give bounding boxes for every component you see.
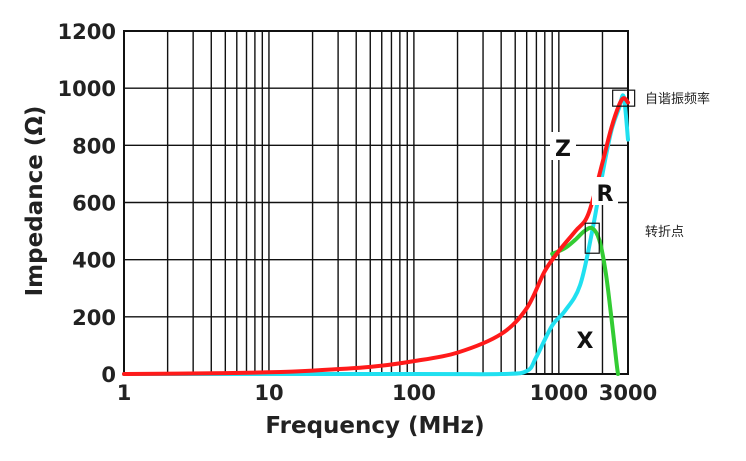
x-tick-label: 1 xyxy=(117,381,132,405)
annotation-box xyxy=(584,222,600,254)
y-tick-label: 0 xyxy=(101,363,116,387)
series-lines xyxy=(122,93,630,377)
y-tick-label: 800 xyxy=(72,134,116,158)
x-tick-label: 1000 xyxy=(530,381,588,405)
series-label-z: Z xyxy=(555,137,571,162)
series-labels: Z R X xyxy=(550,132,618,354)
x-tick-label: 3000 xyxy=(599,381,657,405)
series-label-bg xyxy=(572,324,598,352)
x-tick-label: 10 xyxy=(254,381,283,405)
series-line-z xyxy=(122,96,630,376)
series-label-bg xyxy=(550,132,576,160)
series-line-x xyxy=(550,225,620,376)
series-label-x: X xyxy=(577,329,594,354)
y-tick-label: 400 xyxy=(72,249,116,273)
series-label-bg xyxy=(592,177,618,205)
x-axis-label: Frequency (MHz) xyxy=(265,413,484,439)
series-label-r: R xyxy=(597,182,614,207)
y-axis-label: Impedance (Ω) xyxy=(22,106,48,297)
annotation-text: 转折点 xyxy=(645,225,684,240)
annotation-box xyxy=(612,89,636,107)
x-tick-label: 100 xyxy=(392,381,436,405)
annotation-text: 自谐振频率 xyxy=(645,91,710,107)
y-tick-label: 200 xyxy=(72,306,116,330)
y-tick-label: 1200 xyxy=(58,20,116,44)
tick-labels: 1 10 100 1000 3000 0 200 400 600 800 1000 1200 xyxy=(58,20,658,405)
y-tick-label: 600 xyxy=(72,192,116,216)
grid xyxy=(124,31,628,374)
y-tick-label: 1000 xyxy=(58,77,116,101)
